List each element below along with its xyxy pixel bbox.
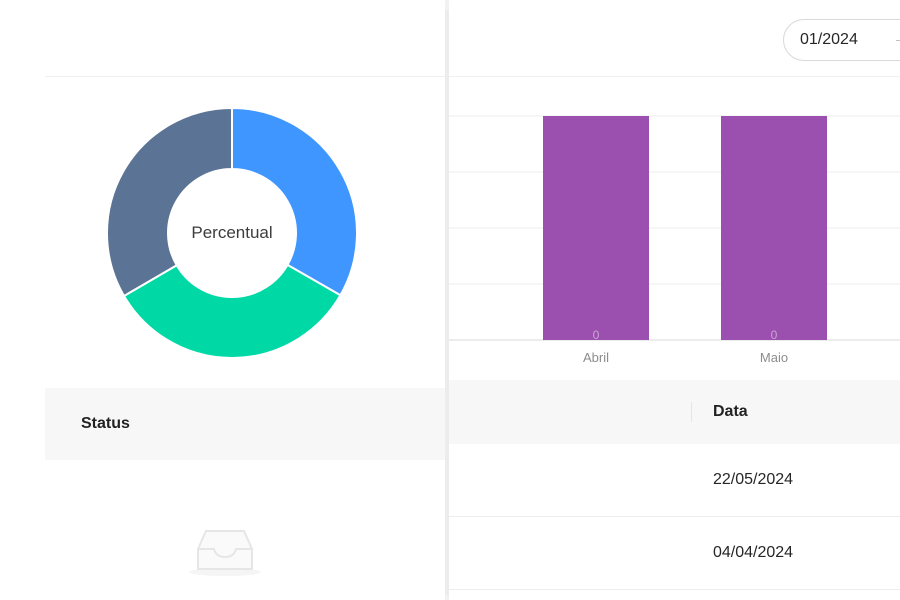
column-divider	[691, 402, 692, 422]
bar-chart: 0 Abril 0 Maio	[449, 115, 900, 365]
table-row[interactable]: 22/05/2024	[449, 444, 900, 517]
date-cell: 22/05/2024	[713, 471, 794, 488]
donut-slice-2[interactable]	[106, 106, 233, 298]
donut-slice-1[interactable]	[122, 263, 342, 359]
status-panel-header	[0, 0, 445, 76]
donut-chart-svg	[106, 106, 358, 359]
date-column-header[interactable]: Data	[713, 403, 748, 420]
donut-chart: Percentual	[100, 101, 364, 365]
x-tick-label: Abril	[583, 350, 609, 365]
table-row[interactable]: 04/04/2024	[449, 517, 900, 590]
divider	[449, 76, 900, 77]
bar-data-label: 0	[771, 328, 778, 342]
bar-data-label: 0	[593, 328, 600, 342]
range-separator-icon	[896, 40, 900, 41]
status-column-header[interactable]: Status	[81, 415, 130, 432]
divider	[45, 76, 445, 77]
month-picker[interactable]: 01/2024	[783, 19, 900, 61]
panel-separator	[445, 10, 449, 595]
chart-panel: 01/2024 0 Abril 0 Maio Data 22/05/2024 04/0…	[449, 0, 900, 600]
date-table-header: Data	[449, 380, 900, 444]
status-table-header: Status	[45, 388, 445, 460]
inbox-icon	[189, 530, 261, 576]
date-cell: 04/04/2024	[713, 544, 794, 561]
month-picker-value: 01/2024	[800, 31, 858, 48]
status-panel: Percentual Status	[0, 0, 445, 600]
donut-slice-0[interactable]	[231, 106, 358, 297]
bar-abril[interactable]	[543, 116, 649, 340]
bar-maio[interactable]	[721, 116, 827, 340]
x-tick-label: Maio	[760, 350, 788, 365]
